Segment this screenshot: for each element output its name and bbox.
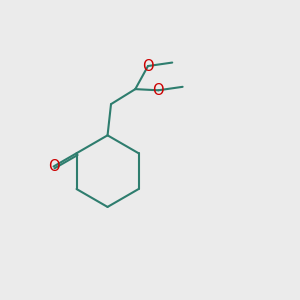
Text: O: O (142, 58, 154, 74)
Text: O: O (153, 83, 164, 98)
Text: O: O (48, 159, 59, 174)
